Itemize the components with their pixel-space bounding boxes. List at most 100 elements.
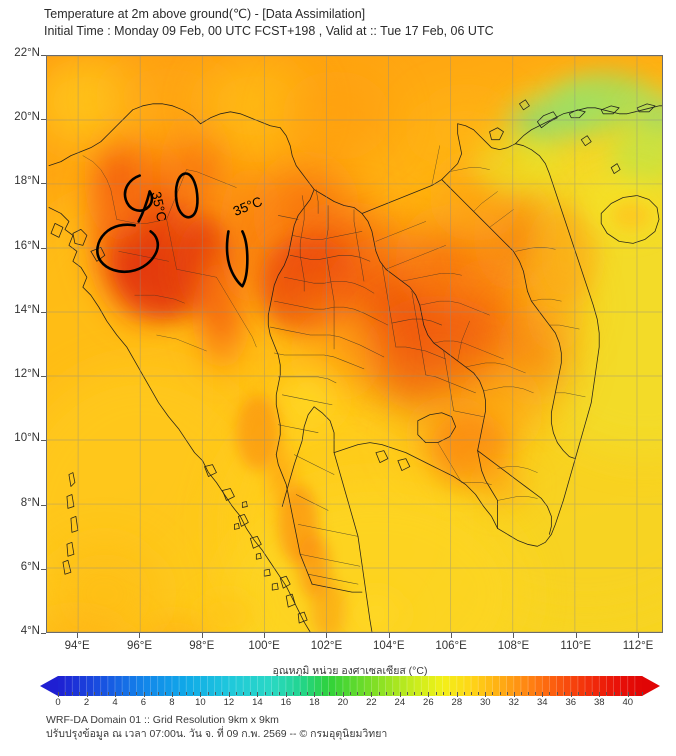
colorbar-tick-mark	[129, 692, 131, 695]
x-axis-tick-mark	[139, 633, 141, 638]
x-axis-tick-label: 96°E	[126, 640, 153, 652]
colorbar-tick-mark	[435, 692, 437, 695]
colorbar-min-arrow	[40, 676, 58, 696]
colorbar-tick-mark	[364, 692, 366, 695]
colorbar-max-arrow	[642, 676, 660, 696]
colorbar-segment	[563, 676, 572, 696]
colorbar-segment	[314, 676, 322, 696]
colorbar-tick-mark	[556, 692, 558, 695]
colorbar-segment	[58, 676, 66, 696]
colorbar-segment	[236, 676, 244, 696]
colorbar-tick-label: 12	[223, 697, 235, 708]
colorbar-segment	[250, 676, 258, 696]
colorbar-segment	[620, 676, 629, 696]
colorbar-tick-mark	[236, 692, 237, 695]
x-axis-tick-mark	[575, 633, 577, 638]
x-axis-tick-label: 106°E	[435, 640, 467, 652]
colorbar-segment	[321, 676, 330, 696]
colorbar-segment	[485, 676, 493, 696]
colorbar-segment	[399, 676, 408, 696]
colorbar-tick-mark	[72, 692, 74, 695]
x-axis-tick-label: 110°E	[560, 640, 592, 652]
colorbar-tick-mark	[200, 692, 202, 697]
colorbar-tick-mark	[549, 692, 551, 695]
colorbar-tick-label: 16	[280, 697, 292, 708]
y-axis-tick-label: 22°N	[14, 47, 40, 59]
colorbar-tick-mark	[172, 692, 173, 697]
colorbar-tick-mark	[471, 692, 473, 695]
colorbar-tick-mark	[342, 692, 344, 697]
colorbar-tick-label: 24	[394, 697, 406, 708]
colorbar-segment	[371, 676, 379, 696]
colorbar-tick-mark	[150, 692, 152, 695]
colorbar-tick-mark	[328, 692, 330, 695]
colorbar-tick-label: 36	[565, 697, 577, 708]
colorbar-segment	[143, 676, 151, 696]
colorbar-tick-mark	[214, 692, 216, 695]
colorbar-segment	[492, 676, 500, 696]
colorbar-segment	[65, 676, 73, 696]
colorbar-tick-mark	[606, 692, 608, 695]
svg-text:35°C: 35°C	[149, 190, 170, 223]
colorbar-tick-mark	[157, 692, 159, 695]
colorbar-segment	[72, 676, 80, 696]
colorbar-segment	[114, 676, 123, 696]
colorbar-segment	[186, 676, 194, 696]
colorbar-tick-mark	[399, 692, 401, 697]
colorbar-tick-mark	[321, 692, 323, 695]
y-axis-tick-mark	[41, 247, 46, 249]
colorbar-tick-mark	[506, 692, 508, 695]
colorbar-segment	[285, 676, 294, 696]
colorbar-segment	[86, 676, 95, 696]
colorbar-segment	[243, 676, 251, 696]
colorbar-title: อุณหภูมิ หน่วย องศาเซลเซียส (°C)	[272, 665, 428, 677]
colorbar-segment	[378, 676, 387, 696]
colorbar-segment	[129, 676, 137, 696]
x-axis-tick-label: 100°E	[248, 640, 280, 652]
colorbar-segment	[442, 676, 451, 696]
colorbar-tick-label: 2	[83, 697, 90, 708]
colorbar-segment	[549, 676, 557, 696]
colorbar-segment	[570, 676, 579, 696]
colorbar-tick-mark	[392, 692, 394, 695]
colorbar-segment	[456, 676, 465, 696]
colorbar-tick-mark	[585, 692, 586, 695]
x-axis-tick-mark	[77, 633, 79, 638]
y-axis-tick-mark	[41, 311, 46, 313]
colorbar-tick-mark	[371, 692, 373, 697]
y-axis-tick-label: 10°N	[14, 432, 40, 445]
colorbar-tick-mark	[456, 692, 458, 697]
colorbar-segment	[307, 676, 315, 696]
colorbar-tick-mark	[357, 692, 359, 695]
colorbar-tick-mark	[528, 692, 529, 695]
colorbar-tick-mark	[115, 692, 116, 697]
colorbar-tick-mark	[542, 692, 544, 697]
colorbar-tick-mark	[228, 692, 230, 697]
colorbar-tick-mark	[164, 692, 166, 695]
colorbar-tick-mark	[93, 692, 95, 695]
colorbar-tick-label: 34	[536, 697, 548, 708]
y-axis-tick-label: 6°N	[20, 560, 40, 573]
colorbar-segment	[599, 676, 607, 696]
colorbar-tick-label: 32	[508, 697, 520, 708]
colorbar-tick-mark	[271, 692, 273, 695]
x-axis-tick-mark	[513, 633, 515, 638]
y-axis-tick-label: 14°N	[14, 303, 40, 316]
colorbar-tick-mark	[335, 692, 337, 695]
colorbar-tick-label: 0	[55, 697, 61, 708]
colorbar-tick-mark	[449, 692, 451, 695]
colorbar-segment	[449, 676, 458, 696]
colorbar-segment	[506, 676, 515, 696]
temperature-field: 35°C 35°C	[47, 56, 662, 632]
colorbar-segment	[93, 676, 102, 696]
y-axis-tick-mark	[41, 183, 46, 185]
colorbar-tick-mark	[599, 692, 601, 697]
y-axis-tick-label: 4°N	[20, 625, 40, 637]
map-plot-area: 35°C 35°C	[46, 55, 663, 633]
colorbar-tick-label: 40	[622, 697, 634, 708]
colorbar-tick-mark	[520, 692, 522, 695]
colorbar-tick-mark	[492, 692, 494, 695]
colorbar-tick-label: 22	[366, 697, 377, 708]
colorbar-segment	[414, 676, 422, 696]
